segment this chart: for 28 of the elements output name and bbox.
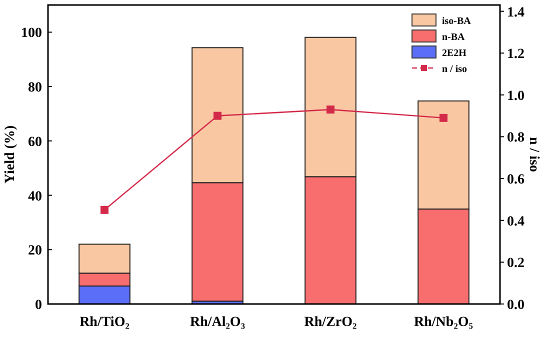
x-tick-label: Rh/Nb₂O₅ [414,315,473,330]
y-tick-label: 40 [28,189,42,204]
y2-tick-label: 0.6 [507,172,524,188]
legend-label: n / iso [442,64,468,75]
y-tick-label: 100 [21,26,42,42]
y2-tick-label: 1.4 [507,5,524,20]
y-axis-title: Yield (%) [3,125,18,184]
y2-axis-title: n / iso [526,136,541,172]
y2-tick-label: 0.8 [507,130,524,146]
y2-tick-label: 0.4 [507,214,524,230]
y2-tick-label: 0.2 [507,256,524,272]
x-tick-label: Rh/ZrO₂ [304,315,357,330]
point [326,106,334,114]
legend-label: n-BA [442,32,466,43]
point [440,114,448,122]
y2-tick-label: 1.0 [507,88,524,104]
y-tick-label: 60 [28,134,42,150]
x-tick-label: Rh/Al₂O₃ [190,315,246,330]
y2-tick-label: 1.2 [507,47,524,62]
legend-label: iso-BA [442,16,472,27]
y-tick-label: 20 [28,244,42,259]
point [100,206,108,214]
y-tick-label: 0 [35,298,42,313]
legend-label: 2E2H [442,48,467,59]
y2-tick-label: 0.0 [507,298,524,313]
y-tick-label: 80 [28,80,42,96]
point [214,112,222,120]
x-tick-label: Rh/TiO₂ [80,315,130,330]
